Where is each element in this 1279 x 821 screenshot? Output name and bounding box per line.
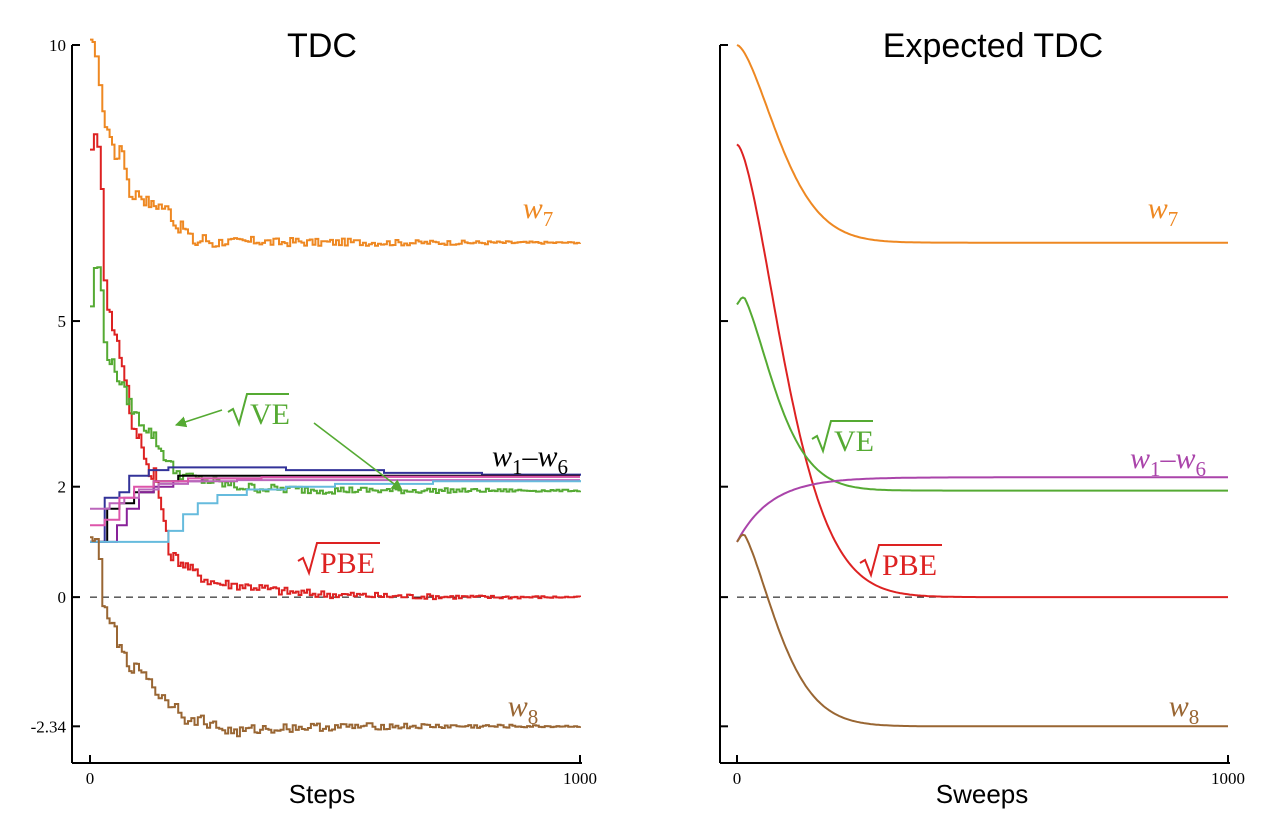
series-label-sqrt-ve: VE [811,420,874,458]
series-line-w8 [736,533,1228,728]
y-tick-label: 5 [58,312,67,331]
tdc-axes: 10 5 2 0 -2.34 0 1000 [31,36,597,788]
expected-tdc-series [736,44,1228,728]
svg-text:PBE: PBE [882,549,937,582]
series-line-sqrt-ve [736,296,1228,492]
series-line-w1-w6-4 [90,479,580,510]
y-tick-label: -2.34 [31,717,67,736]
expected-tdc-labels: w7 VE PBE w1–w6 w8 [811,192,1206,729]
series-label-w7: w7 [1148,192,1179,231]
x-tick-label: 1000 [1211,769,1245,788]
series-line-w1-w6-1 [90,466,581,543]
series-line-sqrt-pbe [90,133,581,601]
svg-text:VE: VE [250,398,290,431]
series-label-w7: w7 [523,192,554,231]
series-label-w1-w6: w1–w6 [1130,442,1206,481]
series-line-w1-w6-5 [90,475,580,527]
series-label-w8: w8 [1169,690,1200,729]
y-tick-label: 2 [58,478,67,497]
expected-tdc-title: Expected TDC [883,27,1103,65]
tdc-title: TDC [287,27,357,65]
series-line-w7 [90,38,581,248]
expected-tdc-xlabel: Sweeps [936,779,1029,809]
tdc-labels: w7 VE PBE w1–w6 w8 [174,192,568,729]
series-line-sqrt-ve [90,266,581,495]
series-label-w1-w6: w1–w6 [492,440,568,479]
series-label-sqrt-ve: VE [227,393,290,431]
svg-text:VE: VE [834,425,874,458]
series-label-sqrt-pbe: PBE [297,542,380,580]
series-label-sqrt-pbe: PBE [859,544,942,582]
series-line-sqrt-pbe [736,143,1228,599]
ve-arrow-left [174,409,223,428]
series-line-w1-w6-6 [90,480,581,543]
series-label-w8: w8 [508,690,539,729]
tdc-xlabel: Steps [289,779,356,809]
ve-arrow-right [313,422,403,491]
tdc-series [90,38,581,738]
series-line-w7 [736,44,1228,244]
series-line-w1-w6 [736,476,1228,543]
y-tick-label: 10 [49,36,66,55]
y-tick-label: 0 [58,588,67,607]
x-tick-label: 0 [733,769,742,788]
series-line-w8 [90,536,581,738]
x-tick-label: 1000 [563,769,597,788]
x-tick-label: 0 [86,769,95,788]
expected-tdc-panel: Expected TDC Sweeps 0 1000 w7 VE PBE w1–w6 w8 [719,27,1245,809]
tdc-panel: TDC Steps 10 5 2 0 -2.34 0 1000 w7 VE PBE w1–w6 w8 [31,27,597,809]
svg-text:PBE: PBE [320,547,375,580]
